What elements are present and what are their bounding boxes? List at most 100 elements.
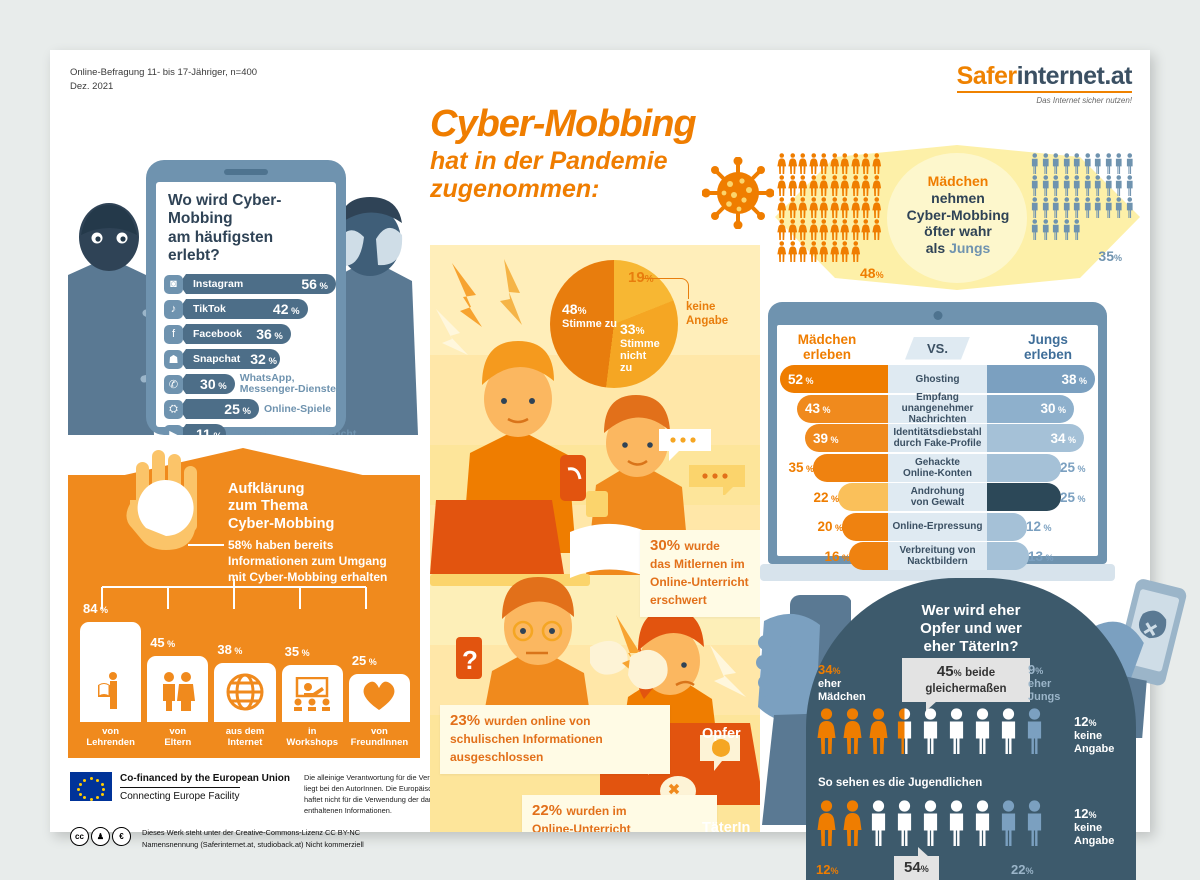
opfer-girls-stat: 34% eher Mädchen — [818, 662, 866, 703]
ranking-value: 30 % — [200, 376, 227, 393]
eu-funding-row: Co-financed by the European Union Connec… — [70, 772, 490, 816]
ranking-platform-name: TikTok — [193, 303, 226, 316]
comparison-right-side: 34 % — [987, 424, 1091, 452]
pie-19-value: 19 — [628, 269, 645, 286]
male-figure-icon — [1105, 175, 1112, 196]
comparison-right-bar — [987, 483, 1061, 511]
male-figure-icon — [1105, 197, 1112, 218]
male-figure-icon — [1052, 175, 1059, 196]
female-figure-icon — [777, 219, 787, 240]
female-figure-icon — [798, 219, 808, 240]
pie-33-value: 33 — [620, 321, 636, 337]
heart-icon — [361, 679, 397, 716]
education-heading: Aufklärung zum Thema Cyber-Mobbing — [228, 481, 335, 532]
person-figure-icon — [843, 800, 862, 846]
girls-awareness-value: 48% — [860, 265, 884, 281]
comparison-left-value: 20 % — [817, 519, 843, 534]
comparison-left-side: 39 % — [784, 424, 888, 452]
callout-box-22: 22% wurden im Online-Unterricht verspott… — [522, 795, 717, 832]
callout-30-value: 30 — [650, 537, 667, 554]
male-figure-icon — [1052, 219, 1059, 240]
lens-inner-circle — [887, 153, 1027, 283]
ranking-bar: Facebook 36 % — [179, 324, 291, 345]
logo-wordmark: Saferinternet.at — [957, 64, 1133, 89]
awareness-line-4: öfter wahr — [924, 223, 992, 240]
education-bar: 45 % — [147, 635, 209, 722]
male-figure-icon — [1063, 153, 1070, 174]
pie-48-text: Stimme zu — [562, 317, 618, 330]
person-figure-icon — [871, 800, 886, 846]
opfer-na-label: keine Angabe — [1074, 729, 1115, 755]
male-figure-icon — [1031, 197, 1038, 218]
pie-label-48: 48% Stimme zu — [562, 301, 618, 330]
video-icon: ▶ — [164, 424, 183, 435]
comparison-left-bar — [813, 453, 888, 482]
female-figure-icon — [787, 219, 797, 240]
male-figure-icon — [1042, 153, 1049, 174]
ranking-outside-label: WhatsApp, Messenger-Dienste — [239, 372, 336, 396]
female-figure-icon — [808, 153, 818, 174]
center-illustration-panel: ? 48% Stimme zu — [430, 245, 760, 832]
facebook-icon: f — [164, 324, 183, 344]
female-figure-icon — [829, 153, 839, 174]
comparison-row-label: Empfang unangenehmer Nachrichten — [888, 392, 987, 425]
comparison-left-bar: 39 % — [805, 424, 888, 452]
pictogram-row — [777, 241, 885, 262]
person-figure-icon — [1027, 800, 1042, 846]
education-bar-label: aus dem Internet — [225, 725, 265, 748]
comparison-right-value: 38 % — [1061, 371, 1087, 387]
speech-bubbles-icon — [659, 429, 745, 495]
ranking-value: 56 % — [301, 276, 328, 293]
education-subtext: 58% haben bereits Informationen zum Umga… — [228, 538, 418, 585]
male-figure-icon — [1084, 175, 1091, 196]
laptop-base — [760, 564, 1115, 581]
comparison-left-side: 16 % — [784, 542, 888, 570]
comparison-row-label: Gehackte Online-Konten — [888, 453, 987, 482]
phone-screen: Wo wird Cyber-Mobbing am häufigsten erle… — [156, 182, 356, 435]
female-figure-icon — [787, 197, 797, 218]
education-bar-column: 45 % von Eltern — [147, 635, 209, 748]
female-figure-icon — [871, 175, 881, 196]
education-bar: 35 % — [281, 644, 343, 722]
person-figure-icon — [1001, 708, 1016, 754]
education-58-text: haben bereits Informationen zum Umgang m… — [228, 538, 388, 584]
callout-22-value: 22 — [532, 802, 549, 819]
female-figure-icon — [840, 175, 850, 196]
comparison-right-side: 12 % — [987, 512, 1091, 541]
main-subtitle: hat in der Pandemie zugenommen: — [430, 147, 668, 203]
pictogram-row — [1030, 175, 1138, 196]
logo-rule — [956, 91, 1132, 93]
person-figure-icon — [975, 708, 990, 754]
ranking-outside-label: Videochats für Unterricht — [230, 427, 357, 435]
awareness-line-2: nehmen — [931, 189, 985, 206]
eu-funding-sub: Connecting Europe Facility — [120, 786, 240, 804]
male-figure-icon — [1042, 219, 1049, 240]
education-bar: 84 % — [80, 601, 142, 722]
comparison-right-value: 25 % — [1060, 460, 1086, 475]
female-figure-icon — [850, 153, 860, 174]
male-figure-icon — [1126, 153, 1133, 174]
comparison-left-bar: 43 % — [797, 394, 888, 423]
pie-label-33: 33% Stimme nicht zu — [620, 321, 660, 375]
comparison-right-bar — [987, 542, 1029, 570]
phone-speaker — [224, 169, 268, 175]
male-figure-icon — [1084, 197, 1091, 218]
awareness-line-3: Cyber-Mobbing — [906, 206, 1010, 223]
female-figure-icon — [787, 241, 797, 262]
ranking-value: 11 % — [196, 426, 222, 435]
ranking-value: 32 % — [250, 351, 277, 368]
male-figure-icon — [1031, 153, 1038, 174]
pictogram-row — [1030, 219, 1138, 240]
comparison-row: 20 % Online-Erpressung 12 % — [784, 512, 1091, 541]
female-figure-icon — [829, 175, 839, 196]
male-figure-icon — [1115, 153, 1122, 174]
comparison-row: 35 % Gehackte Online-Konten 25 % — [784, 453, 1091, 482]
education-bar-label: von Eltern — [164, 725, 192, 748]
taeter-row-label: TäterIn — [702, 820, 751, 836]
awareness-line-5a: als — [925, 240, 950, 257]
survey-meta: Online-Befragung 11- bis 17-Jähriger, n=… — [70, 66, 257, 94]
footer: Co-financed by the European Union Connec… — [70, 772, 490, 850]
education-bar: 38 % — [214, 642, 276, 722]
comparison-left-side: 43 % — [784, 394, 888, 423]
webcam-icon — [933, 311, 942, 320]
